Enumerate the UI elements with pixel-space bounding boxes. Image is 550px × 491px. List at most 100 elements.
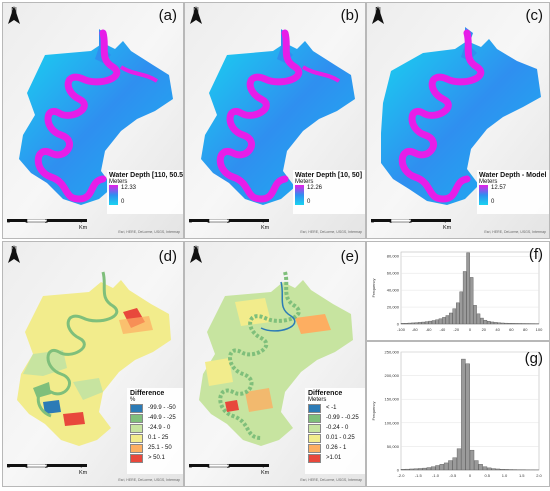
histogram-bar xyxy=(508,323,511,324)
legend-min: 0 xyxy=(491,199,506,205)
x-tick-label: -1.0 xyxy=(432,473,440,478)
legend-min: 0 xyxy=(121,199,136,205)
histogram-bar xyxy=(408,323,411,324)
histogram-bar xyxy=(448,461,452,470)
panel-label-b: (b) xyxy=(341,7,359,24)
scale-tick: 0 xyxy=(189,219,192,225)
legend-class: 0.26 - 1 xyxy=(308,443,364,453)
histogram-bar xyxy=(480,318,483,324)
scale-tick: 0 xyxy=(371,219,374,225)
histogram-bar xyxy=(405,469,409,470)
legend-class-label: 0.26 - 1 xyxy=(326,445,346,451)
y-tick-label: 40,000 xyxy=(387,288,400,293)
legend-title: Water Depth [110, 50.5] xyxy=(109,172,183,179)
legend-class: -49.9 - -25 xyxy=(130,413,182,423)
scale-bar: 0 1 2 4 Km xyxy=(189,464,271,472)
x-tick-label: 2.0 xyxy=(536,473,542,478)
legend-swatch xyxy=(130,434,143,443)
map-credit: Esri, HERE, DeLorme, USGS, Intermap xyxy=(484,230,546,234)
depth-ramp xyxy=(109,185,118,205)
legend-class-label: >1.01 xyxy=(326,455,341,461)
scale-tick: 2 xyxy=(409,219,412,225)
scale-tick: 0 xyxy=(7,219,10,225)
histogram-bar xyxy=(477,314,480,324)
scale-tick: 2 xyxy=(45,219,48,225)
panel-label-d: (d) xyxy=(159,248,177,265)
panel-label-a: (a) xyxy=(159,7,177,24)
scale-tick: 1 xyxy=(25,219,28,225)
x-tick-label: -0.5 xyxy=(449,473,457,478)
histogram-bar xyxy=(401,323,404,324)
scale-tick: 4 Km xyxy=(79,219,89,231)
histogram-bar xyxy=(474,461,478,470)
legend-title: Difference xyxy=(308,390,364,397)
y-tick-label: 50,000 xyxy=(387,444,400,449)
legend-min: 0 xyxy=(307,199,322,205)
x-tick-label: 0 xyxy=(469,327,472,332)
histogram-bar xyxy=(439,319,442,324)
x-tick-label: -20 xyxy=(453,327,460,332)
legend-class-label: -0.24 - 0 xyxy=(326,425,348,431)
legend-swatch xyxy=(308,424,321,433)
legend-swatch xyxy=(308,444,321,453)
histogram-bar xyxy=(461,359,465,470)
x-tick-label: -100 xyxy=(397,327,406,332)
histogram-bar xyxy=(505,323,508,324)
histogram-bar xyxy=(427,468,431,470)
histogram-g: 050,000100,000150,000200,000250,000-2.0-… xyxy=(367,342,549,486)
histogram-bar xyxy=(418,322,421,324)
histogram-bar xyxy=(484,320,487,324)
histogram-bar xyxy=(422,322,425,324)
legend-class-label: < -1 xyxy=(326,405,337,411)
north-arrow-icon xyxy=(371,6,385,24)
histogram-bar xyxy=(470,277,473,324)
x-tick-label: 0.5 xyxy=(484,473,490,478)
histogram-bar xyxy=(401,469,405,470)
y-tick-label: 250,000 xyxy=(385,350,400,355)
histogram-bar xyxy=(487,468,491,470)
histogram-bar xyxy=(522,323,525,324)
legend-swatch xyxy=(130,414,143,423)
scale-bar: 0 1 2 4 Km xyxy=(7,464,89,472)
histogram-bar xyxy=(483,467,487,470)
y-tick-label: 80,000 xyxy=(387,254,400,259)
histogram-bar xyxy=(411,323,414,324)
panel-label-f: (f) xyxy=(529,246,543,263)
legend-max: 12.33 xyxy=(121,185,136,191)
map-panel-d: (d) N Difference % -99.9 - -50-49.9 - -2… xyxy=(2,241,184,487)
panel-label-g: (g) xyxy=(525,350,543,367)
difference-legend-e: Difference Meters < -1-0.99 - -0.25-0.24… xyxy=(305,388,366,474)
histogram-bar xyxy=(460,292,463,324)
x-tick-label: 100 xyxy=(536,327,543,332)
histogram-bar xyxy=(496,469,500,470)
panel-label-c: (c) xyxy=(526,7,544,24)
histogram-bar xyxy=(479,464,483,470)
x-tick-label: 0 xyxy=(469,473,472,478)
histogram-bar xyxy=(446,316,449,324)
histogram-bar xyxy=(444,463,448,470)
histogram-bar xyxy=(415,323,418,324)
map-panel-a: (a) N Water Depth [110, 50.5] Meters 12.… xyxy=(2,2,184,239)
scale-tick: 4 Km xyxy=(443,219,453,231)
legend-class: -0.24 - 0 xyxy=(308,423,364,433)
legend-swatch xyxy=(308,434,321,443)
x-tick-label: 80 xyxy=(523,327,528,332)
depth-legend-a: Water Depth [110, 50.5] Meters 12.33 0 xyxy=(107,170,184,214)
histogram-bar xyxy=(492,469,496,470)
y-tick-label: 100,000 xyxy=(385,420,400,425)
histogram-bar xyxy=(425,322,428,324)
histogram-bar xyxy=(501,323,504,324)
panel-label-e: (e) xyxy=(341,248,359,265)
legend-swatch xyxy=(308,404,321,413)
north-arrow: N xyxy=(7,245,21,254)
scale-tick: 2 xyxy=(227,464,230,470)
scale-tick: 0 xyxy=(189,464,192,470)
depth-ramp xyxy=(479,185,488,205)
histogram-bar xyxy=(414,469,418,470)
histogram-bar xyxy=(436,466,440,470)
legend-class: > 50.1 xyxy=(130,453,182,463)
north-arrow-icon xyxy=(189,6,203,24)
histogram-bar xyxy=(456,303,459,324)
